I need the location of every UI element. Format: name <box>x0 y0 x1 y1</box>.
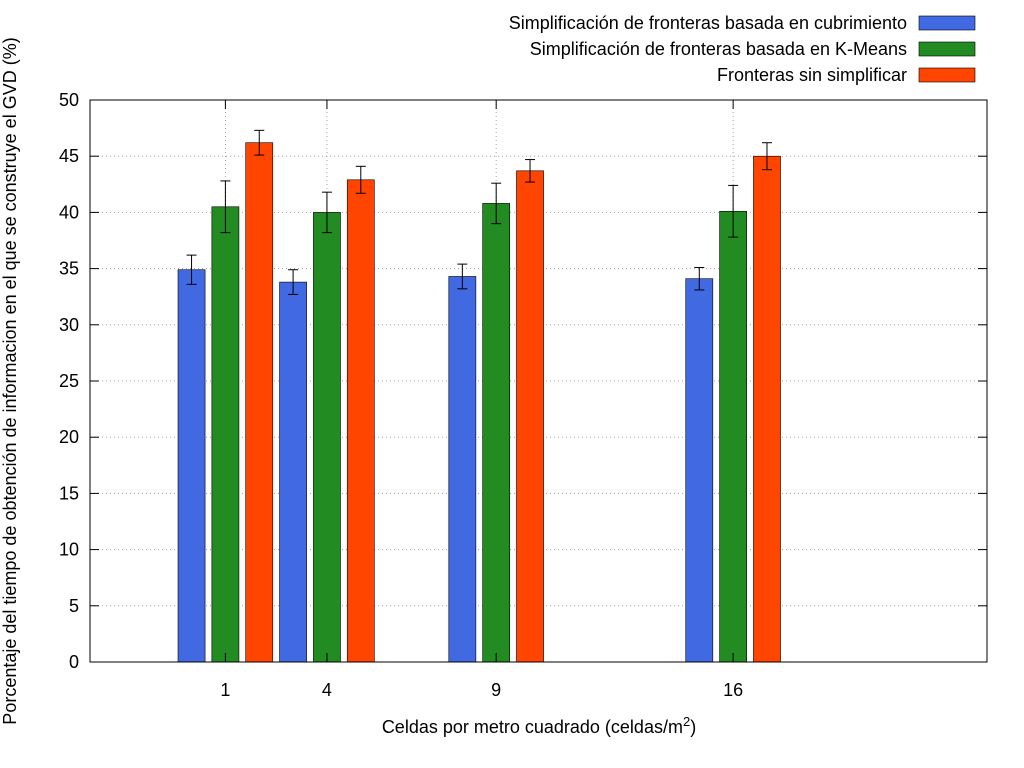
bar <box>482 203 511 663</box>
y-tick-label: 10 <box>59 540 79 560</box>
y-tick-label: 50 <box>59 90 79 110</box>
y-tick-label: 30 <box>59 315 79 335</box>
bar <box>753 155 781 663</box>
legend-swatch <box>918 15 976 31</box>
legend-swatch <box>918 41 976 57</box>
bar <box>685 278 714 663</box>
legend-label: Simplificación de fronteras basada en cu… <box>509 13 907 33</box>
x-tick-label: 9 <box>491 680 501 700</box>
bars <box>177 142 781 663</box>
x-tick-label: 16 <box>723 680 743 700</box>
y-tick-label: 20 <box>59 427 79 447</box>
bar <box>177 269 206 663</box>
bar <box>313 212 341 663</box>
y-tick-label: 35 <box>59 259 79 279</box>
bar <box>245 142 274 663</box>
x-axis-ticks: 1 4 9 16 <box>220 100 743 700</box>
x-tick-label: 4 <box>322 680 332 700</box>
y-tick-label: 25 <box>59 371 79 391</box>
bar <box>719 210 747 663</box>
bar <box>448 276 477 663</box>
legend-label: Fronteras sin simplificar <box>717 65 907 85</box>
x-tick-label: 1 <box>220 680 230 700</box>
legend-label: Simplificación de fronteras basada en K-… <box>530 39 907 59</box>
x-axis-title: Celdas por metro cuadrado (celdas/m2) <box>382 714 696 737</box>
legend: Simplificación de fronteras basada en cu… <box>509 13 976 85</box>
bar <box>346 179 375 663</box>
y-tick-label: 45 <box>59 146 79 166</box>
y-tick-label: 40 <box>59 202 79 222</box>
error-bars <box>186 129 772 295</box>
bar <box>516 170 544 663</box>
bar <box>279 281 307 663</box>
y-tick-label: 5 <box>69 596 79 616</box>
y-tick-label: 15 <box>59 483 79 503</box>
y-axis-title: Porcentaje del tiempo de obtención de in… <box>0 37 20 724</box>
y-axis-ticks: 0 5 10 15 20 25 30 35 40 45 50 <box>59 90 987 672</box>
bar <box>211 206 240 663</box>
legend-swatch <box>918 67 976 83</box>
y-tick-label: 0 <box>69 652 79 672</box>
